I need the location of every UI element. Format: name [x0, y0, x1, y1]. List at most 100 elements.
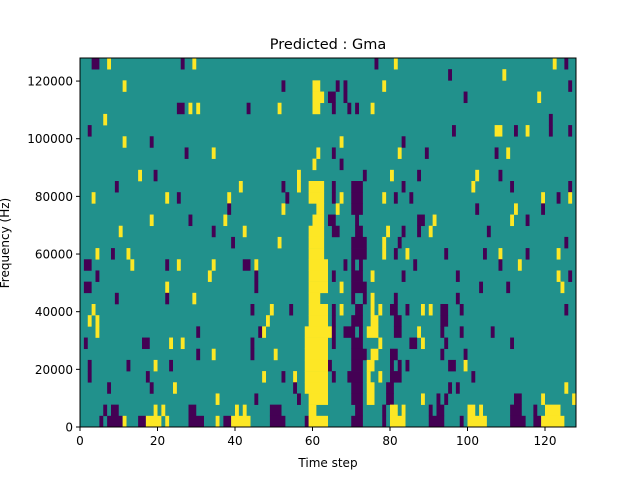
heatmap-cell — [351, 315, 363, 327]
heatmap-cell — [165, 281, 170, 294]
heatmap-cell — [382, 80, 387, 92]
heatmap-cell — [277, 236, 282, 249]
x-tick-label: 40 — [227, 434, 242, 448]
heatmap-cell — [459, 326, 464, 338]
heatmap-cell — [196, 348, 201, 361]
heatmap-cell — [440, 326, 445, 338]
heatmap-cell — [95, 248, 100, 260]
heatmap-cell — [254, 281, 259, 294]
heatmap-cell — [331, 270, 336, 282]
heatmap-cell — [486, 225, 491, 238]
heatmap-cell — [308, 225, 325, 238]
heatmap-cell — [308, 415, 329, 428]
heatmap-cell — [312, 214, 325, 227]
heatmap-cell — [378, 371, 383, 383]
heatmap-cell — [347, 102, 352, 115]
heatmap-cell — [153, 169, 158, 182]
heatmap-cell — [266, 315, 270, 327]
heatmap-cell — [312, 102, 321, 115]
heatmap-cell — [448, 359, 456, 372]
heatmap-cell — [343, 91, 348, 104]
heatmap-cell — [401, 181, 406, 193]
heatmap-cell — [87, 315, 92, 327]
heatmap-cell — [494, 125, 503, 137]
heatmap-cell — [235, 404, 239, 417]
heatmap-cell — [448, 69, 453, 81]
heatmap-cell — [176, 259, 181, 271]
heatmap-cell — [122, 415, 127, 428]
y-axis-label: Frequency (Hz) — [0, 198, 12, 289]
heatmap-cell — [351, 248, 367, 260]
heatmap-cell — [506, 147, 511, 159]
heatmap-cell — [293, 371, 298, 383]
heatmap-cell — [362, 292, 367, 305]
heatmap-cell — [331, 102, 336, 115]
heatmap-cell — [424, 147, 429, 159]
x-axis: 0 20 40 60 80 100 120 — [76, 427, 556, 448]
heatmap-cell — [308, 281, 329, 294]
heatmap-cell — [370, 315, 379, 327]
heatmap-cell — [370, 292, 375, 305]
heatmap-cell — [351, 393, 363, 405]
heatmap-cell — [145, 371, 150, 383]
heatmap-cell — [308, 192, 325, 204]
heatmap-cell — [459, 304, 464, 316]
heatmap-cell — [390, 404, 398, 417]
heatmap-cell — [444, 248, 449, 260]
heatmap-cell — [281, 80, 286, 92]
heatmap-cell — [211, 259, 216, 271]
heatmap-cell — [351, 236, 367, 249]
heatmap-cell — [444, 337, 449, 350]
heatmap-cell — [405, 359, 410, 372]
heatmap-cell — [138, 415, 146, 428]
heatmap-cell — [308, 270, 329, 282]
heatmap-cell — [537, 91, 542, 104]
heatmap-cell — [393, 58, 398, 70]
heatmap-cell — [393, 192, 398, 204]
heatmap-cell — [254, 259, 259, 271]
heatmap-cell — [409, 337, 418, 350]
heatmap-cell — [304, 371, 328, 383]
heatmap-cell — [111, 404, 119, 417]
heatmap-cell — [370, 270, 375, 282]
heatmap-cell — [564, 58, 569, 70]
heatmap-cell — [568, 270, 573, 282]
heatmap-cell — [397, 147, 402, 159]
heatmap-cell — [382, 248, 387, 260]
heatmap-cell — [401, 136, 406, 148]
heatmap-cell — [351, 192, 363, 204]
heatmap-cell — [568, 192, 573, 204]
heatmap-cell — [250, 304, 255, 316]
heatmap-cell — [428, 404, 433, 417]
heatmap-cell — [83, 259, 92, 271]
heatmap-cell — [99, 415, 104, 428]
heatmap-cell — [382, 404, 387, 417]
heatmap-cell — [432, 214, 437, 227]
heatmap-cell — [556, 192, 561, 204]
heatmap-cell — [514, 393, 522, 405]
heatmap-cell — [448, 382, 453, 394]
heatmap-cell — [328, 91, 336, 104]
heatmap-cell — [227, 192, 232, 204]
heatmap-cell — [390, 169, 394, 182]
heatmap-cell — [351, 203, 363, 215]
heatmap-cell — [525, 125, 530, 137]
heatmap-cell — [455, 382, 460, 394]
heatmap-cell — [304, 359, 328, 372]
heatmap-cell — [273, 348, 278, 361]
heatmap-cell — [359, 326, 363, 338]
heatmap-cell — [421, 304, 425, 316]
heatmap-cell — [91, 192, 96, 204]
heatmap-cell — [122, 80, 127, 92]
heatmap-cell — [107, 382, 112, 394]
heatmap-cell — [498, 169, 503, 182]
heatmap-cell — [479, 281, 484, 294]
heatmap-cell — [393, 292, 398, 305]
heatmap-cell — [564, 382, 569, 394]
heatmap-cell — [366, 393, 375, 405]
heatmap-cell — [362, 169, 367, 182]
heatmap-cell — [455, 270, 460, 282]
heatmap-cell — [91, 304, 96, 316]
heatmap-cell — [452, 125, 456, 137]
heatmap-cell — [401, 270, 406, 282]
